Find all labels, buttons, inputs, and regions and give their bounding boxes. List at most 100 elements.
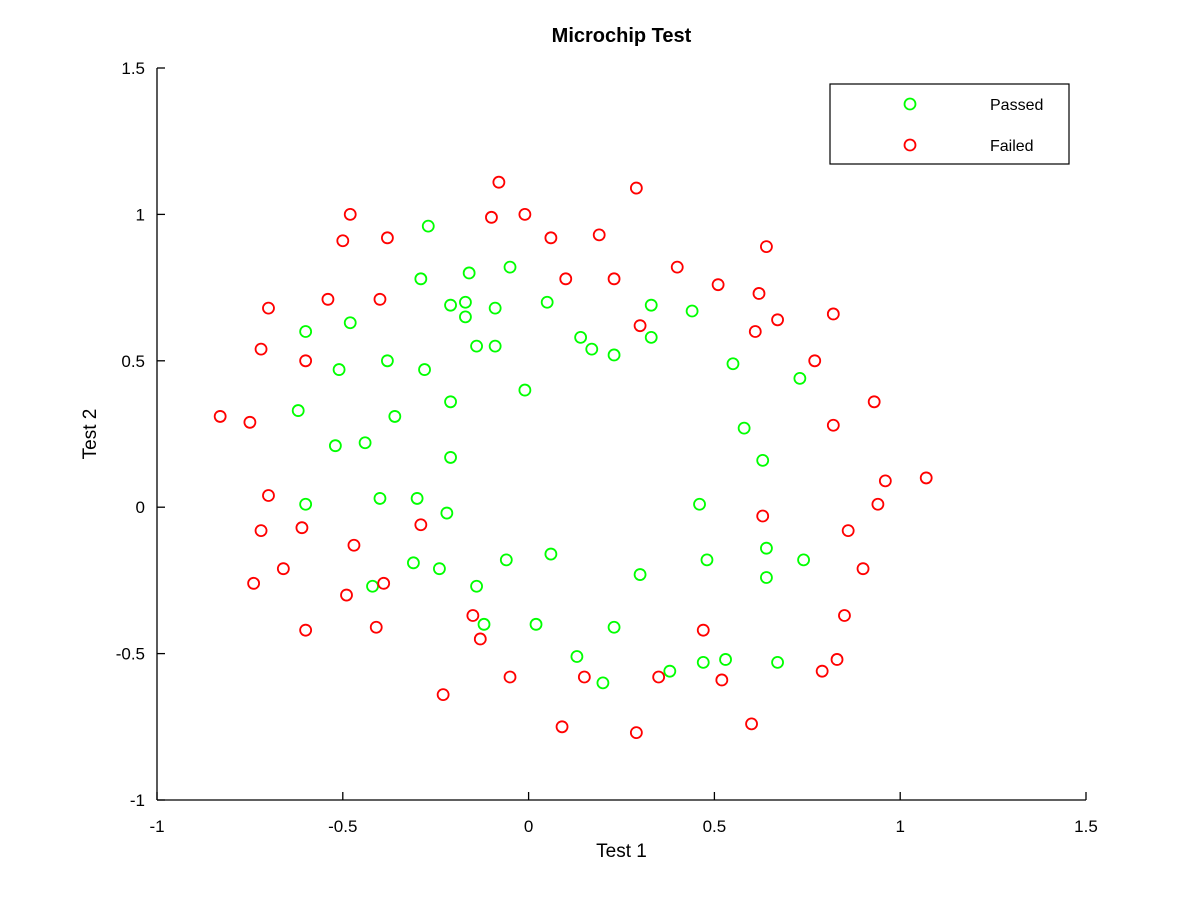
legend-marker-failed xyxy=(903,138,917,152)
data-point-passed xyxy=(540,295,554,309)
data-point-passed xyxy=(737,421,751,435)
axes: -1 -0.5 0 0.5 1 1.5 -1 -0.5 0 0.5 1 1.5 xyxy=(116,59,1098,836)
data-point-passed xyxy=(529,617,543,631)
data-point-passed xyxy=(518,383,532,397)
data-point-failed xyxy=(752,287,766,300)
data-point-passed xyxy=(760,571,773,584)
data-point-passed xyxy=(607,620,621,634)
data-point-passed xyxy=(388,410,402,423)
data-point-failed xyxy=(377,576,391,590)
data-point-failed xyxy=(276,562,290,576)
data-point-passed xyxy=(418,363,431,376)
data-point-passed xyxy=(771,655,784,669)
data-point-failed xyxy=(826,307,840,321)
data-point-failed xyxy=(414,518,428,532)
data-point-passed xyxy=(410,492,424,505)
data-point-failed xyxy=(247,576,261,590)
data-point-passed xyxy=(477,617,491,631)
data-point-failed xyxy=(321,292,335,306)
data-point-passed xyxy=(462,266,476,280)
data-point-failed xyxy=(466,609,480,622)
x-tick-label: 0 xyxy=(524,817,533,836)
data-point-passed xyxy=(596,676,610,690)
x-tick-label: -1 xyxy=(149,817,164,836)
data-point-failed xyxy=(336,234,350,248)
x-axis-label: Test 1 xyxy=(596,841,647,862)
data-point-failed xyxy=(436,688,450,701)
data-point-passed xyxy=(574,330,588,344)
data-point-passed xyxy=(380,354,394,368)
data-point-failed xyxy=(347,538,361,552)
y-tick-label: 0 xyxy=(136,498,145,517)
data-point-failed xyxy=(340,588,353,602)
data-point-failed xyxy=(485,210,498,224)
data-point-passed xyxy=(421,219,435,233)
data-point-passed xyxy=(291,404,305,417)
data-point-failed xyxy=(262,301,275,315)
data-point-passed xyxy=(358,436,372,450)
data-point-passed xyxy=(696,655,710,669)
data-point-passed xyxy=(433,562,446,576)
data-point-failed xyxy=(213,410,227,423)
data-point-failed xyxy=(867,395,881,409)
y-tick-label: 1 xyxy=(136,205,145,224)
data-point-failed xyxy=(919,471,933,485)
data-point-failed xyxy=(771,313,784,327)
data-point-failed xyxy=(492,175,506,189)
x-tick-label: 0.5 xyxy=(703,817,727,836)
data-point-passed xyxy=(414,272,428,286)
data-point-failed xyxy=(254,524,268,538)
data-point-passed xyxy=(570,650,584,663)
data-point-failed xyxy=(878,474,892,488)
legend-box xyxy=(829,83,1070,165)
data-point-passed xyxy=(797,553,810,567)
data-point-failed xyxy=(652,670,666,684)
chart-title: Microchip Test xyxy=(552,25,692,47)
y-tick-label: 1.5 xyxy=(121,59,145,78)
data-point-failed xyxy=(577,670,591,684)
data-point-passed xyxy=(488,301,502,315)
data-point-failed xyxy=(830,653,844,666)
data-point-failed xyxy=(262,489,275,502)
data-point-passed xyxy=(444,395,457,409)
data-point-failed xyxy=(856,562,870,576)
data-point-failed xyxy=(838,609,851,622)
data-point-passed xyxy=(299,325,313,338)
data-point-passed xyxy=(719,653,732,666)
data-point-failed xyxy=(254,342,268,356)
data-point-passed xyxy=(633,568,647,581)
legend-label-passed: Passed xyxy=(990,97,1043,114)
data-point-failed xyxy=(756,509,770,523)
data-point-passed xyxy=(470,339,483,353)
data-point-passed xyxy=(470,579,483,593)
legend-label-failed: Failed xyxy=(990,138,1034,155)
data-point-passed xyxy=(440,506,454,520)
data-point-failed xyxy=(633,319,647,333)
data-point-failed xyxy=(607,272,621,286)
data-point-passed xyxy=(328,439,342,453)
data-point-passed xyxy=(366,579,379,593)
data-point-passed xyxy=(459,310,472,324)
data-point-failed xyxy=(369,620,383,634)
data-point-passed xyxy=(685,304,699,318)
data-point-passed xyxy=(407,556,420,570)
data-point-failed xyxy=(760,240,773,254)
data-point-passed xyxy=(459,295,472,309)
data-point-passed xyxy=(663,664,677,678)
data-point-passed xyxy=(499,553,513,567)
data-point-failed xyxy=(629,726,643,740)
data-point-passed xyxy=(700,553,714,567)
data-point-passed xyxy=(299,497,313,511)
data-point-failed xyxy=(299,623,313,637)
data-point-failed xyxy=(343,207,357,221)
data-point-passed xyxy=(756,453,770,467)
data-point-passed xyxy=(793,371,807,385)
y-tick-label: 0.5 xyxy=(121,352,145,371)
data-point-passed xyxy=(503,260,517,274)
data-point-passed xyxy=(726,357,740,371)
data-point-failed xyxy=(715,673,729,687)
data-point-passed xyxy=(644,298,658,312)
data-point-failed xyxy=(815,664,829,678)
